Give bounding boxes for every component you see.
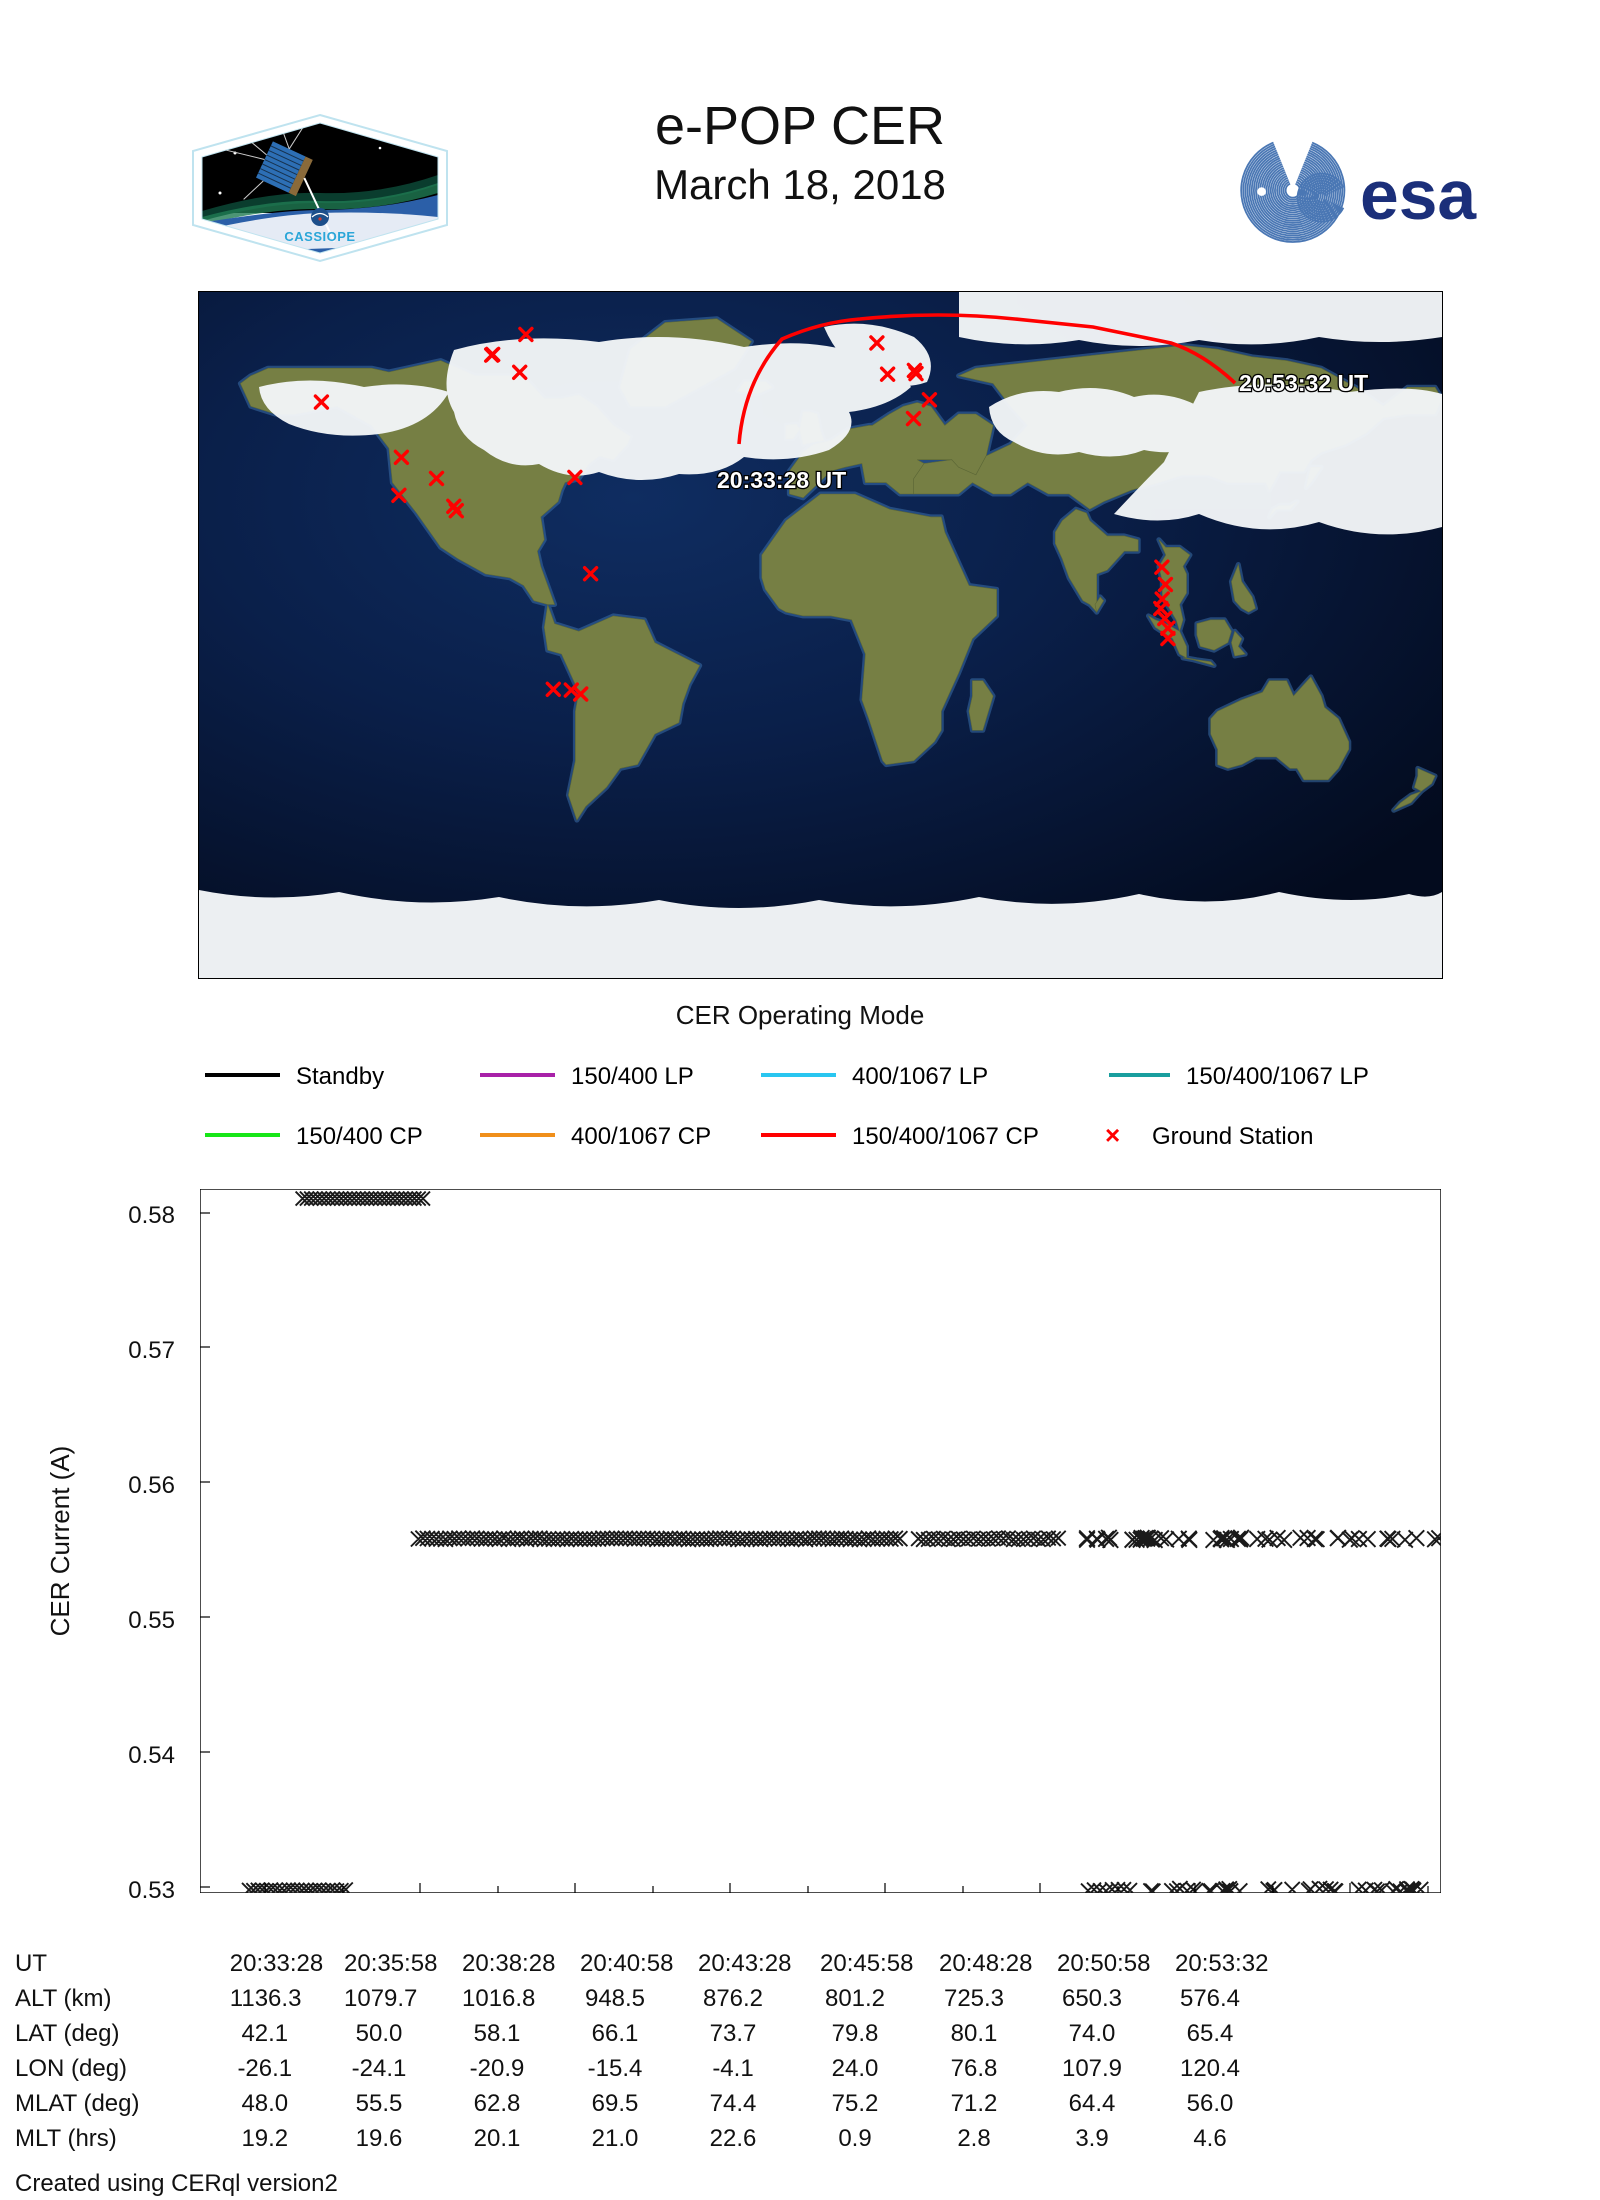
- svg-text:150/400/1067 LP: 150/400/1067 LP: [1186, 1063, 1369, 1090]
- svg-text:20:53:32 UT: 20:53:32 UT: [1239, 370, 1368, 396]
- svg-text:Standby: Standby: [296, 1063, 384, 1090]
- svg-text:150/400 LP: 150/400 LP: [571, 1063, 694, 1090]
- svg-text:×: ×: [1105, 1120, 1120, 1150]
- svg-text:esa: esa: [1360, 156, 1477, 234]
- svg-text:Ground Station: Ground Station: [1152, 1123, 1313, 1150]
- svg-text:CASSIOPE: CASSIOPE: [284, 229, 355, 244]
- svg-text:400/1067 CP: 400/1067 CP: [571, 1123, 711, 1150]
- svg-text:20:33:28 UT: 20:33:28 UT: [717, 467, 846, 493]
- svg-text:150/400/1067 CP: 150/400/1067 CP: [852, 1123, 1039, 1150]
- svg-text:400/1067 LP: 400/1067 LP: [852, 1063, 988, 1090]
- svg-text:150/400 CP: 150/400 CP: [296, 1123, 423, 1150]
